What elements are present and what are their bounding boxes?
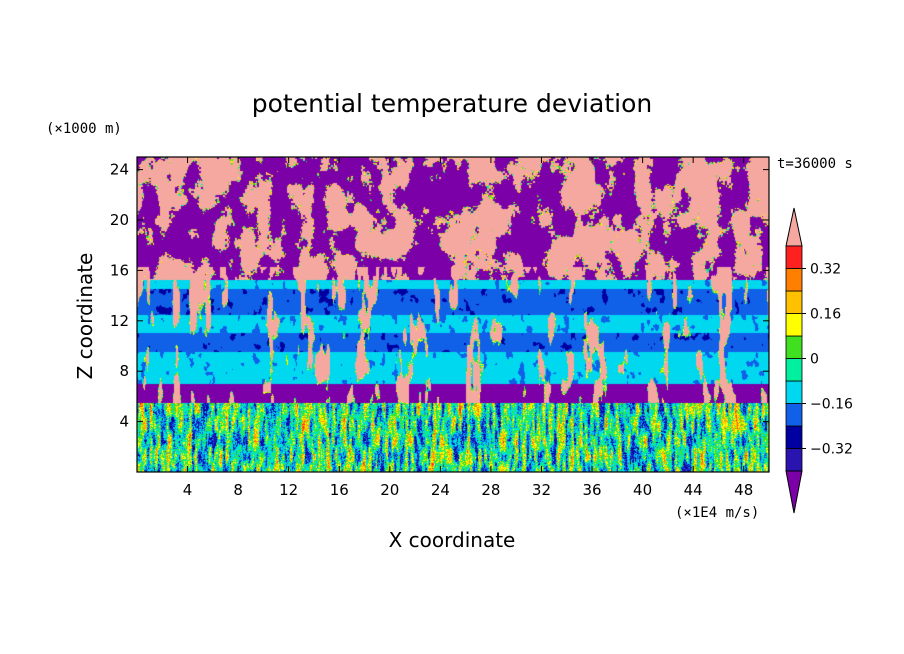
colorbar-label: −0.16 xyxy=(810,397,853,413)
x-tick-label: 28 xyxy=(481,481,500,499)
colorbar-segment xyxy=(785,268,803,292)
y-unit-label: (×1000 m) xyxy=(46,121,122,137)
x-tick-label: 16 xyxy=(330,481,349,499)
colorbar-segment xyxy=(785,403,803,427)
y-tick-label: 12 xyxy=(110,312,129,330)
x-tick-label: 8 xyxy=(233,481,243,499)
x-tick-label: 20 xyxy=(380,481,399,499)
x-tick-label: 36 xyxy=(582,481,601,499)
x-tick-label: 24 xyxy=(431,481,450,499)
colorbar-label: 0.32 xyxy=(810,262,841,278)
x-tick-label: 32 xyxy=(532,481,551,499)
y-axis: 4 8 12 16 20 24 xyxy=(110,161,769,431)
y-tick-label: 24 xyxy=(110,161,129,179)
x-axis-label: X coordinate xyxy=(389,528,516,552)
x-tick-label: 4 xyxy=(183,481,193,499)
colorbar-segment xyxy=(785,313,803,337)
plot-area xyxy=(136,156,770,473)
colorbar-segment xyxy=(785,245,803,269)
y-tick-label: 4 xyxy=(119,413,129,431)
y-tick-label: 16 xyxy=(110,261,129,279)
x-tick-label: 12 xyxy=(279,481,298,499)
x-tick-label: 48 xyxy=(734,481,753,499)
colorbar-label: 0.16 xyxy=(810,307,841,323)
colorbar-label: −0.32 xyxy=(810,442,853,458)
x-axis: 4 8 12 16 20 24 28 32 36 40 44 48 xyxy=(183,157,753,499)
plot-frame xyxy=(136,156,770,473)
x-tick-label: 40 xyxy=(633,481,652,499)
time-label: t=36000 s xyxy=(777,156,853,172)
x-unit-label: (×1E4 m/s) xyxy=(675,505,759,521)
colorbar-label: 0 xyxy=(810,352,819,368)
y-axis-label: Z coordinate xyxy=(73,253,97,380)
colorbar-segment xyxy=(785,425,803,449)
heatmap-image xyxy=(137,157,769,472)
colorbar-min-arrow xyxy=(785,470,803,514)
colorbar-segment xyxy=(785,380,803,404)
colorbar-segment xyxy=(785,335,803,359)
colorbar-segment xyxy=(785,290,803,314)
colorbar-segment xyxy=(785,358,803,382)
y-tick-label: 8 xyxy=(119,362,129,380)
colorbar-segment xyxy=(785,448,803,472)
colorbar-max-arrow xyxy=(785,207,803,247)
chart-title: potential temperature deviation xyxy=(252,89,652,118)
y-tick-label: 20 xyxy=(110,211,129,229)
x-tick-label: 44 xyxy=(684,481,703,499)
colorbar: 0.32 0.16 0 −0.16 −0.32 xyxy=(785,207,853,514)
